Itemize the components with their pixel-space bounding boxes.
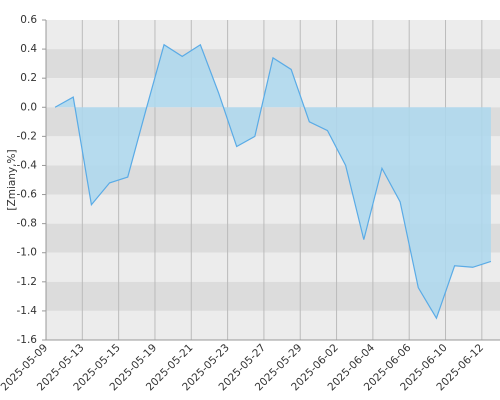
- grid-band: [46, 310, 500, 340]
- y-tick-label: -0.8: [17, 218, 38, 230]
- y-tick-label: 0.2: [20, 72, 37, 84]
- y-tick-label: 0.6: [20, 14, 37, 26]
- y-tick-label: -1.6: [17, 334, 38, 346]
- y-tick-label: 0.0: [20, 101, 37, 113]
- area: [55, 44, 491, 319]
- y-tick-label: -1.0: [17, 247, 38, 259]
- y-tick-label: -0.2: [17, 130, 38, 142]
- y-tick-label: 0.4: [20, 43, 37, 55]
- line: [54, 43, 492, 320]
- y-axis-label: [Zmiany,%]: [6, 149, 18, 210]
- y-tick-label: -0.6: [17, 189, 38, 201]
- grid-band: [46, 20, 500, 50]
- y-tick-label: -1.2: [17, 276, 38, 288]
- y-tick-label: -1.4: [17, 305, 38, 317]
- y-tick-label: -0.4: [17, 159, 38, 171]
